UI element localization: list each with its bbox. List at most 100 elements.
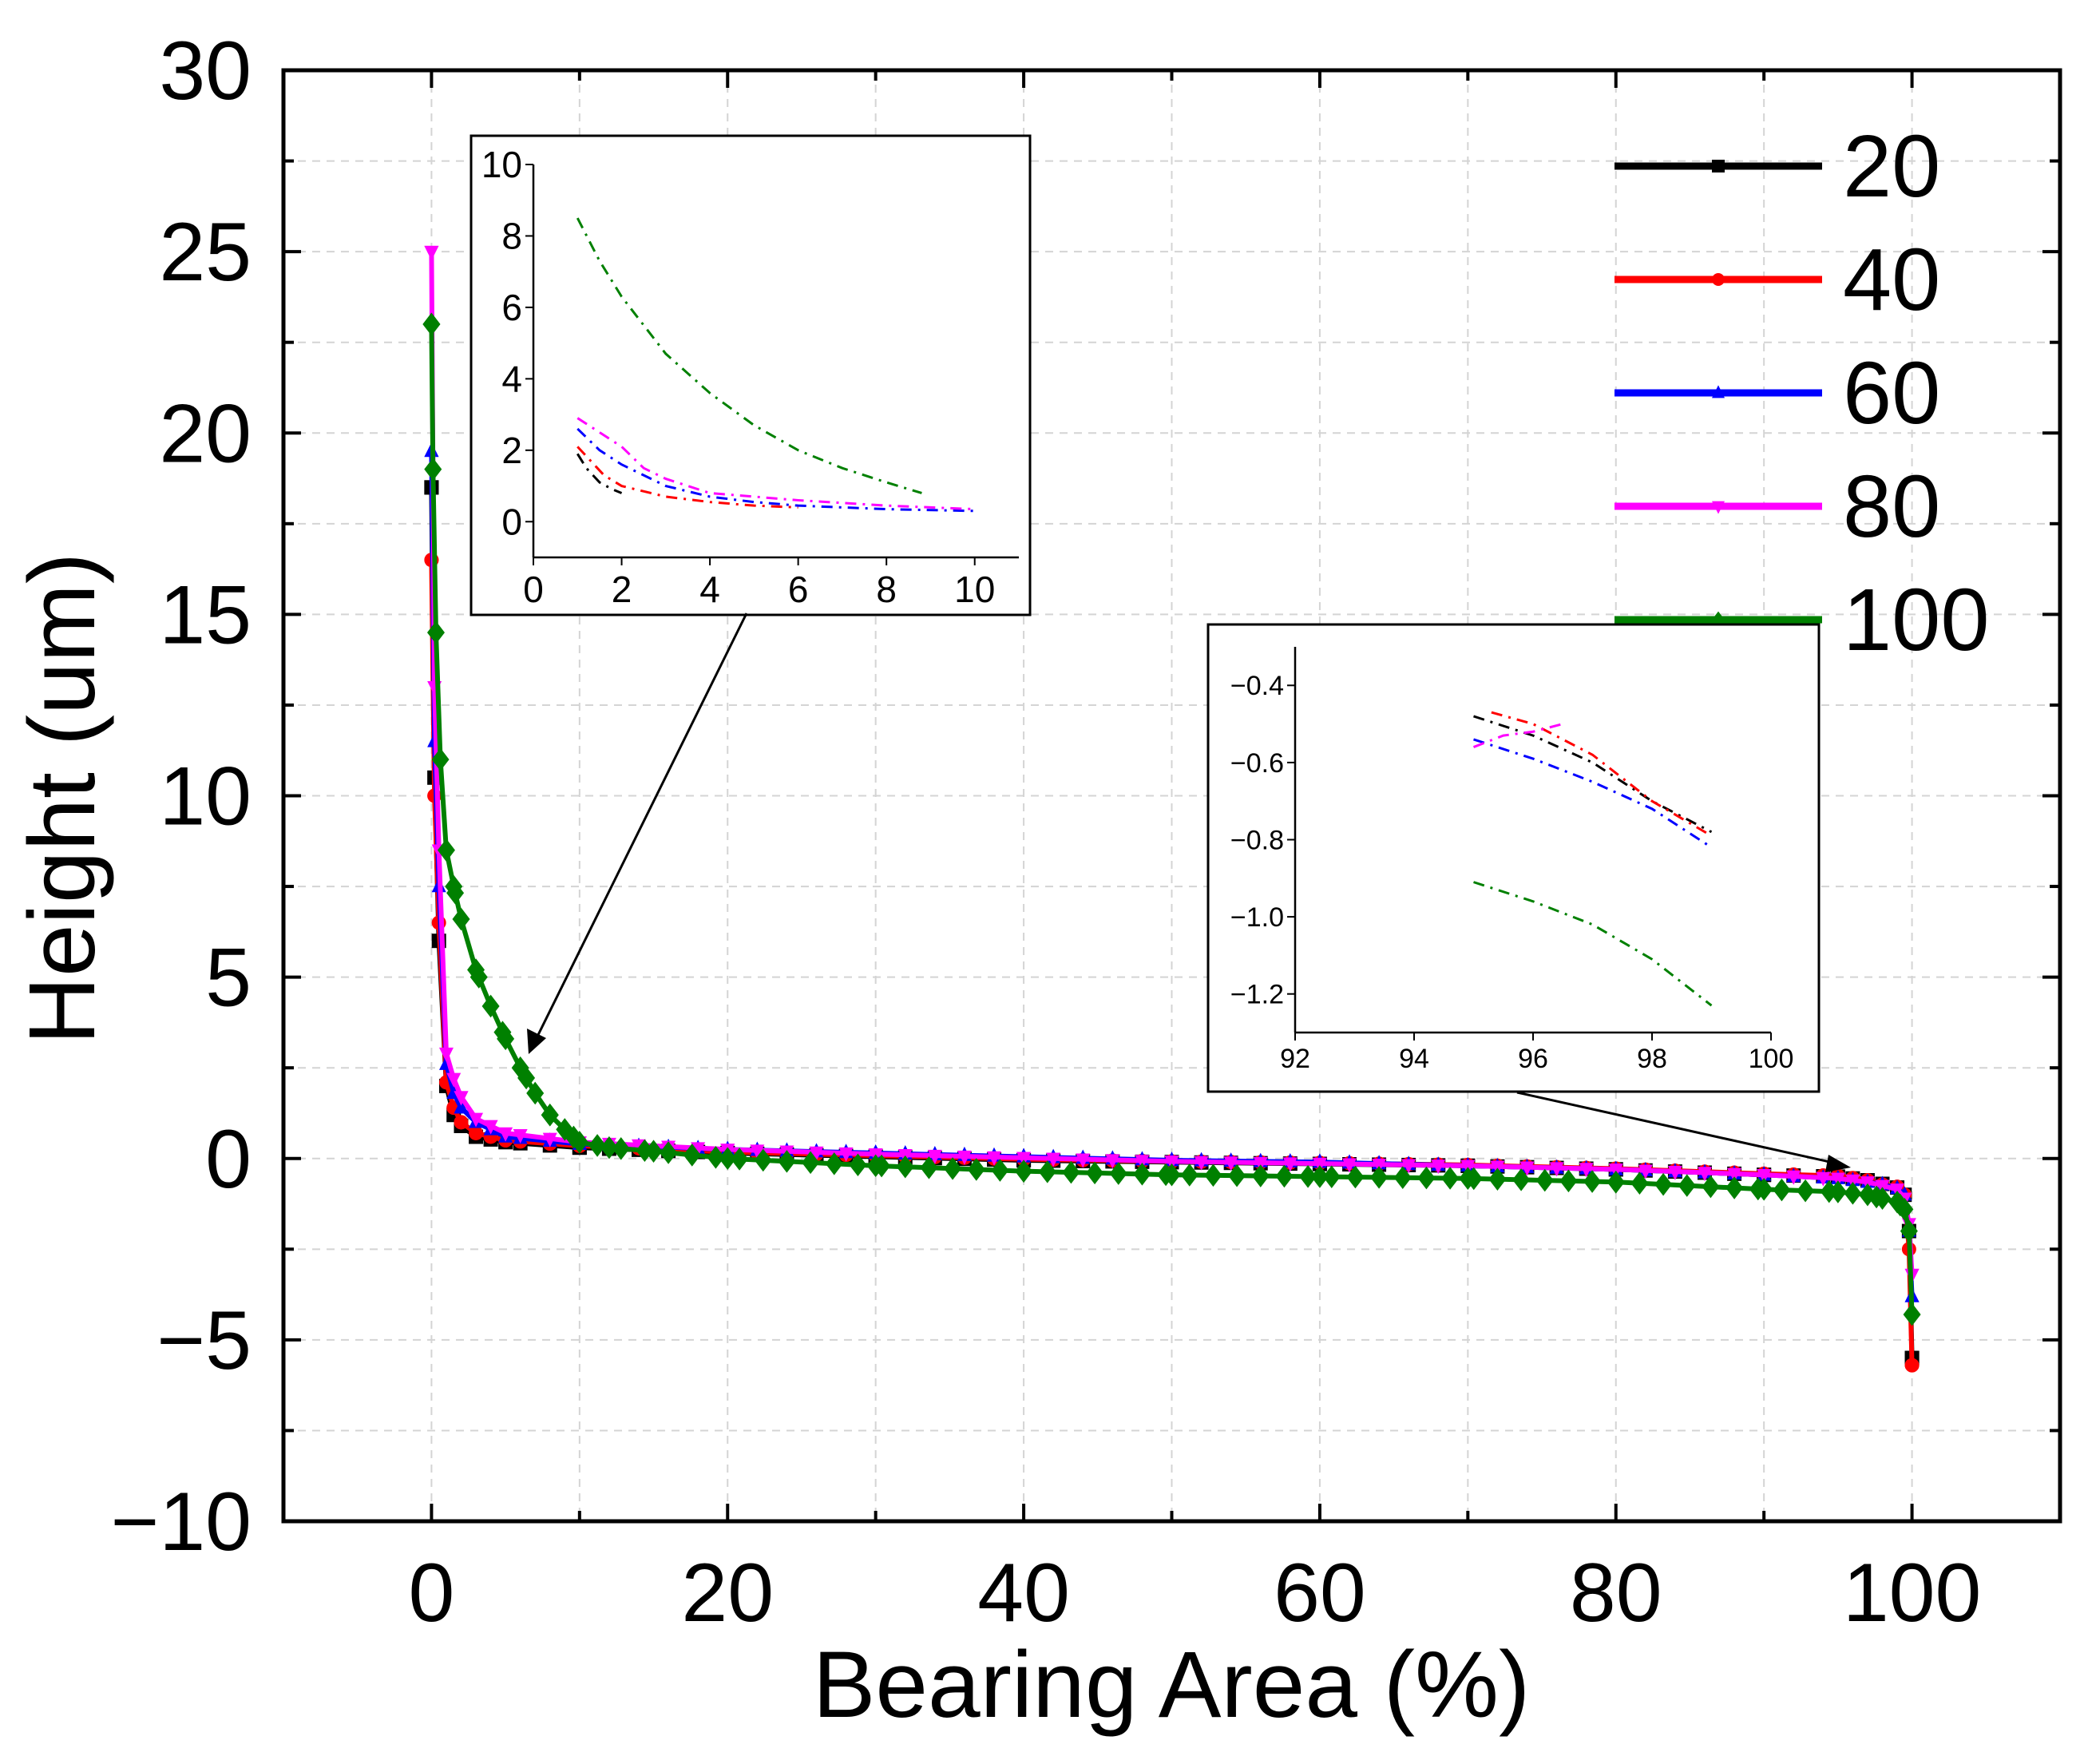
series-marker-80 xyxy=(1579,1163,1594,1178)
y-tick-label: 0 xyxy=(205,1113,252,1206)
series-marker-80 xyxy=(1667,1165,1682,1180)
series-marker-100 xyxy=(1678,1174,1696,1197)
series-marker-100 xyxy=(849,1153,867,1177)
inset-low-pointer-arrow xyxy=(532,612,748,1045)
series-marker-80 xyxy=(1786,1170,1801,1185)
y-tick-label: 25 xyxy=(159,206,252,299)
series-marker-100 xyxy=(1535,1168,1554,1192)
series-marker-100 xyxy=(1797,1179,1815,1203)
series-point-100 xyxy=(431,747,450,771)
inset-low-y-tick-label: 2 xyxy=(501,430,522,471)
series-marker-80 xyxy=(927,1149,942,1164)
series-point-100 xyxy=(866,1154,885,1178)
inset-high-frame xyxy=(1206,623,1821,1093)
inset-high-bearing: 92 94 96 98 100 −0.4 −0.6 −0.8 −1.0 −1.2 xyxy=(1206,623,1821,1093)
series-marker-100 xyxy=(683,1144,701,1167)
series-point-100 xyxy=(1903,1302,1921,1326)
series-point-100 xyxy=(541,1103,559,1127)
series-100 xyxy=(422,312,1921,1326)
legend-label-20: 20 xyxy=(1843,117,1940,216)
series-marker-100 xyxy=(1275,1164,1294,1188)
x-tick-label: 20 xyxy=(681,1547,774,1639)
series-marker-100 xyxy=(660,1141,678,1164)
series-point-100 xyxy=(644,1140,663,1163)
inset-low-frame xyxy=(469,134,1032,616)
inset-low-y-tick-label: 8 xyxy=(501,216,522,257)
series-point-100 xyxy=(526,1081,545,1105)
inset-low-pointer-arrowhead xyxy=(527,1029,546,1054)
series-marker-80 xyxy=(838,1147,854,1162)
series-point-80 xyxy=(454,1091,469,1106)
inset-low-bearing: 0 2 4 6 8 10 10 8 6 4 2 0 xyxy=(469,134,1032,616)
inset-low-x-tick-label: 0 xyxy=(523,569,544,610)
series-point-100 xyxy=(600,1136,618,1159)
series-marker-100 xyxy=(1844,1182,1862,1205)
series-marker-80 xyxy=(1282,1157,1298,1172)
legend-marker-60 xyxy=(1712,385,1725,398)
inset-low-x-tick-label: 6 xyxy=(788,569,809,610)
y-tick-label: 10 xyxy=(159,751,252,843)
series-point-100 xyxy=(452,907,470,931)
inset-high-x-tick-label: 100 xyxy=(1749,1044,1794,1074)
inset-low-x-tick-label: 10 xyxy=(954,569,995,610)
series-marker-80 xyxy=(1519,1161,1535,1176)
series-marker-100 xyxy=(1322,1165,1341,1188)
series-point-100 xyxy=(1896,1198,1914,1221)
series-point-100 xyxy=(424,458,442,481)
series-point-80 xyxy=(1312,1157,1327,1172)
legend-marker-80 xyxy=(1712,501,1725,514)
inset-high-series-60 xyxy=(1473,738,1713,849)
series-marker-100 xyxy=(802,1151,820,1175)
series-marker-100 xyxy=(1725,1176,1744,1199)
series-marker-100 xyxy=(1441,1167,1460,1190)
inset-high-pointer-arrowhead xyxy=(1825,1155,1851,1172)
series-point-100 xyxy=(511,1056,529,1080)
series-point-40 xyxy=(469,1125,484,1140)
series-point-40 xyxy=(454,1115,469,1130)
series-point-100 xyxy=(1310,1165,1329,1188)
inset-high-series-40 xyxy=(1491,711,1713,837)
series-marker-100 xyxy=(1346,1165,1365,1189)
series-point-100 xyxy=(445,874,463,898)
x-tick-label: 0 xyxy=(408,1547,454,1639)
series-point-80 xyxy=(1164,1156,1179,1171)
y-tick-label: 30 xyxy=(159,25,252,117)
series-marker-80 xyxy=(1431,1159,1446,1175)
x-tick-label: 60 xyxy=(1274,1547,1366,1639)
series-marker-80 xyxy=(1372,1158,1387,1173)
legend-marker-20 xyxy=(1712,160,1725,172)
series-point-100 xyxy=(570,1131,588,1154)
series-point-100 xyxy=(422,312,441,336)
series-point-100 xyxy=(1163,1163,1181,1187)
legend-item-100: 100 xyxy=(1615,571,1990,669)
x-axis-label: Bearing Area (%) xyxy=(813,1632,1531,1738)
inset-low-series-40 xyxy=(576,446,798,509)
series-marker-100 xyxy=(991,1159,1009,1182)
series-point-100 xyxy=(556,1118,574,1141)
series-marker-100 xyxy=(1109,1162,1127,1185)
series-marker-100 xyxy=(754,1148,772,1172)
series-marker-80 xyxy=(1223,1156,1238,1171)
series-point-100 xyxy=(1873,1187,1892,1211)
series-marker-100 xyxy=(778,1150,796,1173)
series-point-100 xyxy=(1828,1180,1847,1203)
y-tick-label: 20 xyxy=(159,387,252,480)
series-marker-80 xyxy=(1135,1155,1150,1170)
y-tick-label: 15 xyxy=(159,569,252,661)
series-point-100 xyxy=(1858,1183,1876,1207)
series-marker-80 xyxy=(1253,1156,1268,1171)
series-marker-100 xyxy=(944,1157,962,1180)
legend-marker-40 xyxy=(1712,273,1725,286)
inset-low-x-tick-label: 8 xyxy=(876,569,897,610)
inset-low-series-20 xyxy=(576,453,623,494)
legend-label-80: 80 xyxy=(1843,458,1940,556)
series-point-100 xyxy=(426,620,445,644)
series-marker-100 xyxy=(1512,1168,1531,1191)
series-marker-100 xyxy=(1299,1164,1317,1188)
series-marker-80 xyxy=(1401,1159,1416,1174)
series-point-80 xyxy=(424,245,439,260)
series-point-80 xyxy=(1757,1168,1772,1183)
inset-low-x-tick-label: 2 xyxy=(612,569,632,610)
